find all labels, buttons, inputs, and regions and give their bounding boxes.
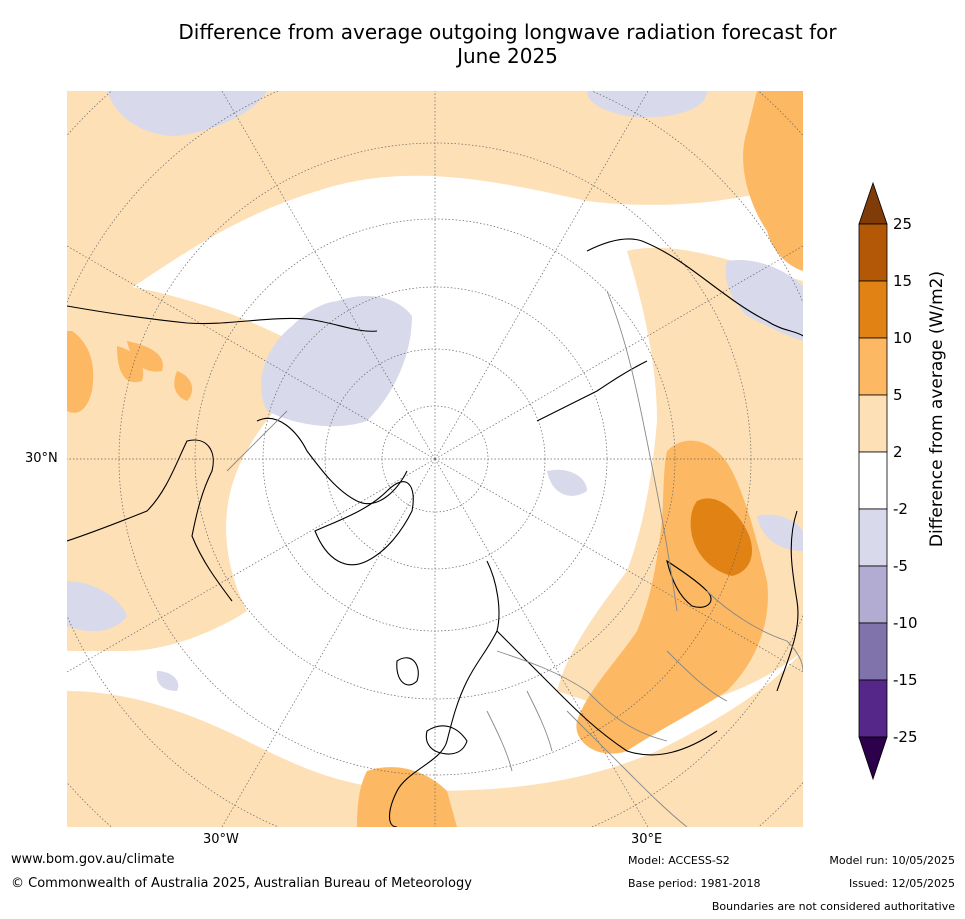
colorbar-bin-2-5 (858, 394, 888, 453)
colorbar-bin-m10-m5 (858, 565, 888, 624)
polar-map[interactable] (67, 91, 803, 827)
title-line-2: June 2025 (457, 44, 558, 68)
title-line-1: Difference from average outgoing longwav… (178, 20, 837, 44)
colorbar-tick-m5: -5 (893, 557, 908, 575)
colorbar-title-text: Difference from average (W/m2) (927, 270, 947, 548)
colorbar-tick-2: 2 (893, 443, 903, 461)
colorbar-bin-m15-m10 (858, 622, 888, 681)
issued-text: Issued: 12/05/2025 (848, 877, 955, 890)
website-link[interactable]: www.bom.gov.au/climate (11, 852, 175, 867)
base-period-text: Base period: 1981-2018 (628, 877, 761, 890)
colorbar-bin-m5-m2 (858, 508, 888, 567)
colorbar-tick-m25: -25 (893, 728, 918, 746)
colorbar-extend-high (858, 182, 888, 225)
lon-label-30e: 30°E (631, 832, 663, 847)
copyright-text: © Commonwealth of Australia 2025, Austra… (11, 876, 472, 891)
country-borders (226, 290, 803, 827)
colorbar-tick-m2: -2 (893, 500, 908, 518)
model-text: Model: ACCESS-S2 (628, 854, 730, 867)
colorbar-tick-10: 10 (893, 329, 913, 347)
colorbar-bin-10-15 (858, 280, 888, 339)
graticule (67, 91, 803, 827)
anomaly-10-15-regions (690, 498, 752, 576)
map-svg (67, 91, 803, 827)
colorbar-tick-25: 25 (893, 215, 913, 233)
disclaimer-text: Boundaries are not considered authoritat… (711, 900, 955, 913)
colorbar-tick-5: 5 (893, 386, 903, 404)
colorbar-tick-15: 15 (893, 272, 913, 290)
lat-label-30n: 30°N (25, 451, 58, 466)
colorbar-bin-5-10 (858, 337, 888, 396)
colorbar-bin-15-25 (858, 223, 888, 282)
colorbar-tick-m15: -15 (893, 671, 918, 689)
colorbar-bin-m25-m15 (858, 679, 888, 738)
colorbar-tick-m10: -10 (893, 614, 918, 632)
lon-label-30w: 30°W (203, 832, 239, 847)
colorbar-bin-neutral (858, 451, 888, 510)
colorbar (858, 182, 888, 781)
chart-title: Difference from average outgoing longwav… (120, 20, 895, 68)
colorbar-extend-low (858, 736, 888, 781)
coastlines (67, 238, 803, 827)
model-run-text: Model run: 10/05/2025 (829, 854, 955, 867)
